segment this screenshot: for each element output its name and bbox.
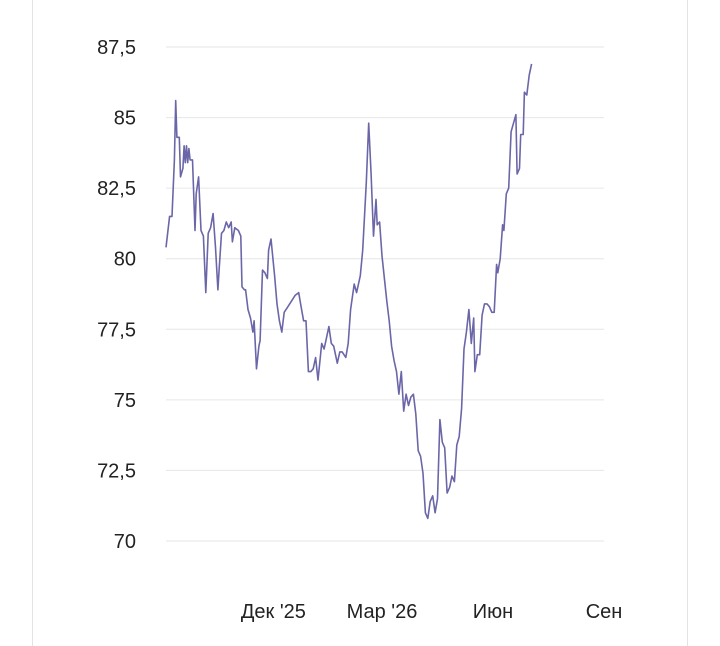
x-tick-label: Сен — [586, 601, 623, 623]
line-chart: 70 72,5 75 77,5 80 82,5 85 87,5 Дек '25 Мар '26 И… — [97, 37, 622, 623]
y-axis-tick-labels: 70 72,5 75 77,5 80 82,5 85 87,5 — [97, 37, 136, 553]
x-tick-label: Июн — [473, 601, 513, 623]
gridlines — [166, 46, 604, 542]
y-tick-label: 82,5 — [97, 178, 136, 200]
y-tick-label: 80 — [114, 249, 136, 271]
y-tick-label: 72,5 — [97, 460, 136, 482]
series-line — [165, 63, 533, 520]
x-axis-tick-labels: Дек '25 Мар '26 Июн Сен — [241, 601, 622, 623]
y-tick-label: 75 — [114, 390, 136, 412]
y-tick-label: 87,5 — [97, 37, 136, 59]
y-tick-label: 77,5 — [97, 319, 136, 341]
series-lines — [165, 63, 533, 520]
y-tick-label: 85 — [114, 108, 136, 130]
x-tick-label: Мар '26 — [347, 601, 418, 623]
y-tick-label: 70 — [114, 531, 136, 553]
chart-card — [32, 0, 688, 646]
x-tick-label: Дек '25 — [241, 601, 306, 623]
